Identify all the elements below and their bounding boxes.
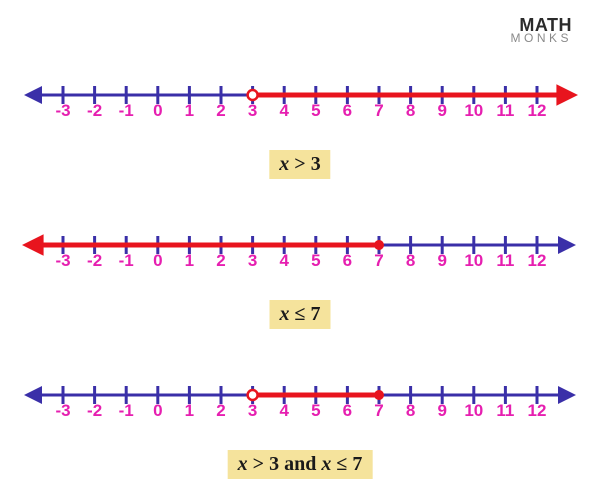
tick-label: 10 (464, 401, 483, 421)
tick-label: 5 (311, 251, 320, 271)
tick-label: 10 (464, 251, 483, 271)
tick-label: 9 (437, 101, 446, 121)
tick-label: -2 (87, 251, 102, 271)
tick-label: -1 (119, 251, 134, 271)
numberline-3: -3-2-10123456789101112 (0, 375, 600, 425)
tick-label: -3 (55, 101, 70, 121)
tick-label: 0 (153, 251, 162, 271)
tick-label: 12 (528, 101, 547, 121)
inequality-label-1: x > 3 (269, 150, 330, 179)
tick-label: 7 (374, 101, 383, 121)
tick-label: 11 (496, 101, 514, 121)
tick-label: -3 (55, 251, 70, 271)
tick-label: 1 (185, 401, 194, 421)
tick-label: 4 (279, 251, 288, 271)
numberline-2: -3-2-10123456789101112 (0, 225, 600, 275)
numberline-1: -3-2-10123456789101112 (0, 75, 600, 125)
tick-label: 1 (185, 251, 194, 271)
tick-label: 7 (374, 251, 383, 271)
tick-label: -1 (119, 401, 134, 421)
tick-label: -2 (87, 401, 102, 421)
tick-label: 4 (279, 101, 288, 121)
inequality-label-2: x ≤ 7 (270, 300, 331, 329)
tick-label: 2 (216, 401, 225, 421)
tick-label: 5 (311, 401, 320, 421)
tick-label: 10 (464, 101, 483, 121)
tick-label: 6 (343, 101, 352, 121)
tick-label: 5 (311, 101, 320, 121)
tick-label: -2 (87, 101, 102, 121)
tick-label: 8 (406, 401, 415, 421)
inequality-label-3: x > 3 and x ≤ 7 (228, 450, 373, 479)
tick-label: 6 (343, 251, 352, 271)
tick-label: 9 (437, 251, 446, 271)
tick-label: -1 (119, 101, 134, 121)
tick-label: 4 (279, 401, 288, 421)
tick-label: 2 (216, 251, 225, 271)
tick-label: -3 (55, 401, 70, 421)
logo: MATH MONKS (510, 18, 572, 43)
tick-label: 7 (374, 401, 383, 421)
tick-label: 3 (248, 401, 257, 421)
tick-label: 9 (437, 401, 446, 421)
tick-label: 3 (248, 251, 257, 271)
tick-label: 0 (153, 401, 162, 421)
tick-label: 8 (406, 251, 415, 271)
tick-label: 8 (406, 101, 415, 121)
logo-bottom: MONKS (510, 33, 572, 43)
tick-label: 12 (528, 401, 547, 421)
tick-label: 3 (248, 101, 257, 121)
tick-label: 11 (496, 251, 514, 271)
tick-label: 11 (496, 401, 514, 421)
tick-label: 2 (216, 101, 225, 121)
tick-label: 0 (153, 101, 162, 121)
tick-label: 12 (528, 251, 547, 271)
tick-label: 6 (343, 401, 352, 421)
tick-label: 1 (185, 101, 194, 121)
